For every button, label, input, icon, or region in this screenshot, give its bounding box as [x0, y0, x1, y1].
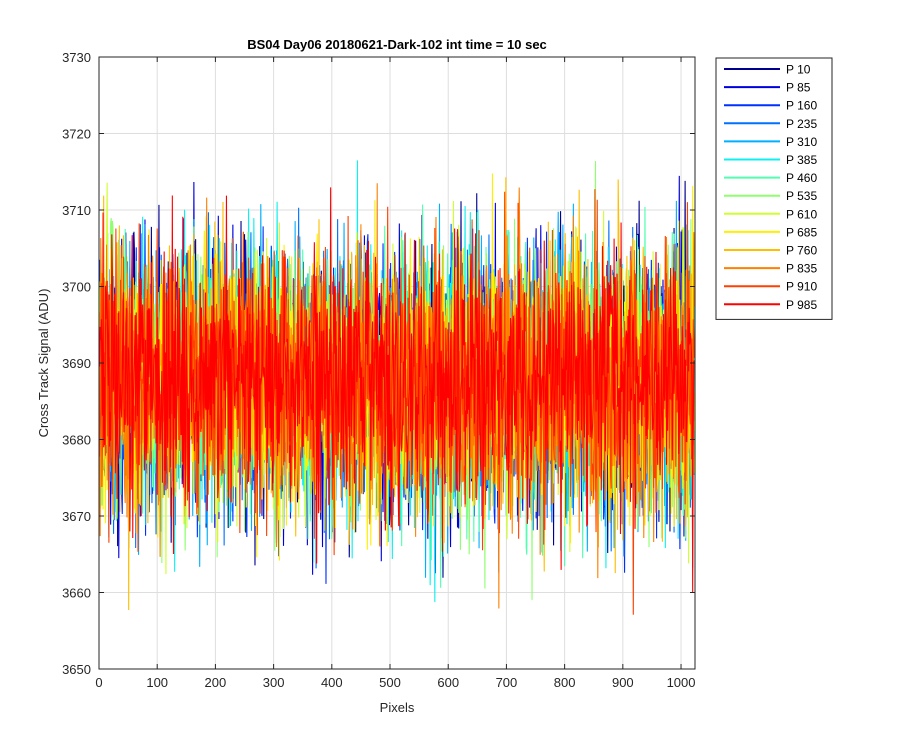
legend-label: P 535 — [786, 189, 817, 203]
y-tick-label: 3650 — [62, 662, 91, 677]
legend-label: P 10 — [786, 63, 811, 77]
legend-label: P 460 — [786, 171, 817, 185]
x-tick-label: 600 — [437, 675, 459, 690]
legend-label: P 385 — [786, 153, 817, 167]
legend-label: P 160 — [786, 99, 817, 113]
chart-title: BS04 Day06 20180621-Dark-102 int time = … — [247, 37, 547, 52]
legend-label: P 985 — [786, 298, 817, 312]
series-lines — [99, 160, 695, 615]
y-tick-label: 3730 — [62, 50, 91, 65]
legend-label: P 910 — [786, 280, 817, 294]
legend-label: P 610 — [786, 207, 817, 221]
x-tick-label: 100 — [146, 675, 168, 690]
legend-label: P 310 — [786, 135, 817, 149]
y-axis-label: Cross Track Signal (ADU) — [36, 289, 51, 438]
x-tick-label: 200 — [205, 675, 227, 690]
legend-label: P 835 — [786, 262, 817, 276]
x-tick-label: 500 — [379, 675, 401, 690]
x-tick-label: 900 — [612, 675, 634, 690]
x-axis-label: Pixels — [380, 700, 415, 715]
y-tick-label: 3670 — [62, 509, 91, 524]
y-tick-label: 3660 — [62, 586, 91, 601]
legend-label: P 685 — [786, 225, 817, 239]
x-tick-label: 400 — [321, 675, 343, 690]
x-tick-label: 800 — [554, 675, 576, 690]
legend: P 10 P 85 P 160 P 235 P 310 P 385 P 460 P 535 P … — [715, 57, 833, 320]
x-tick-label: 700 — [496, 675, 518, 690]
y-tick-label: 3720 — [62, 127, 91, 142]
legend-label: P 85 — [786, 81, 811, 95]
x-tick-label: 1000 — [667, 675, 696, 690]
y-tick-label: 3680 — [62, 433, 91, 448]
series-line-p-985 — [99, 187, 695, 593]
y-tick-label: 3690 — [62, 356, 91, 371]
axis-ticks: 0 100 200 300 400 500 600 700 800 900 1000 3650 3660… — [62, 50, 695, 690]
x-tick-label: 0 — [95, 675, 102, 690]
y-tick-label: 3700 — [62, 280, 91, 295]
y-tick-label: 3710 — [62, 203, 91, 218]
x-tick-label: 300 — [263, 675, 285, 690]
legend-box — [715, 57, 833, 320]
legend-label: P 760 — [786, 244, 817, 258]
legend-label: P 235 — [786, 117, 817, 131]
